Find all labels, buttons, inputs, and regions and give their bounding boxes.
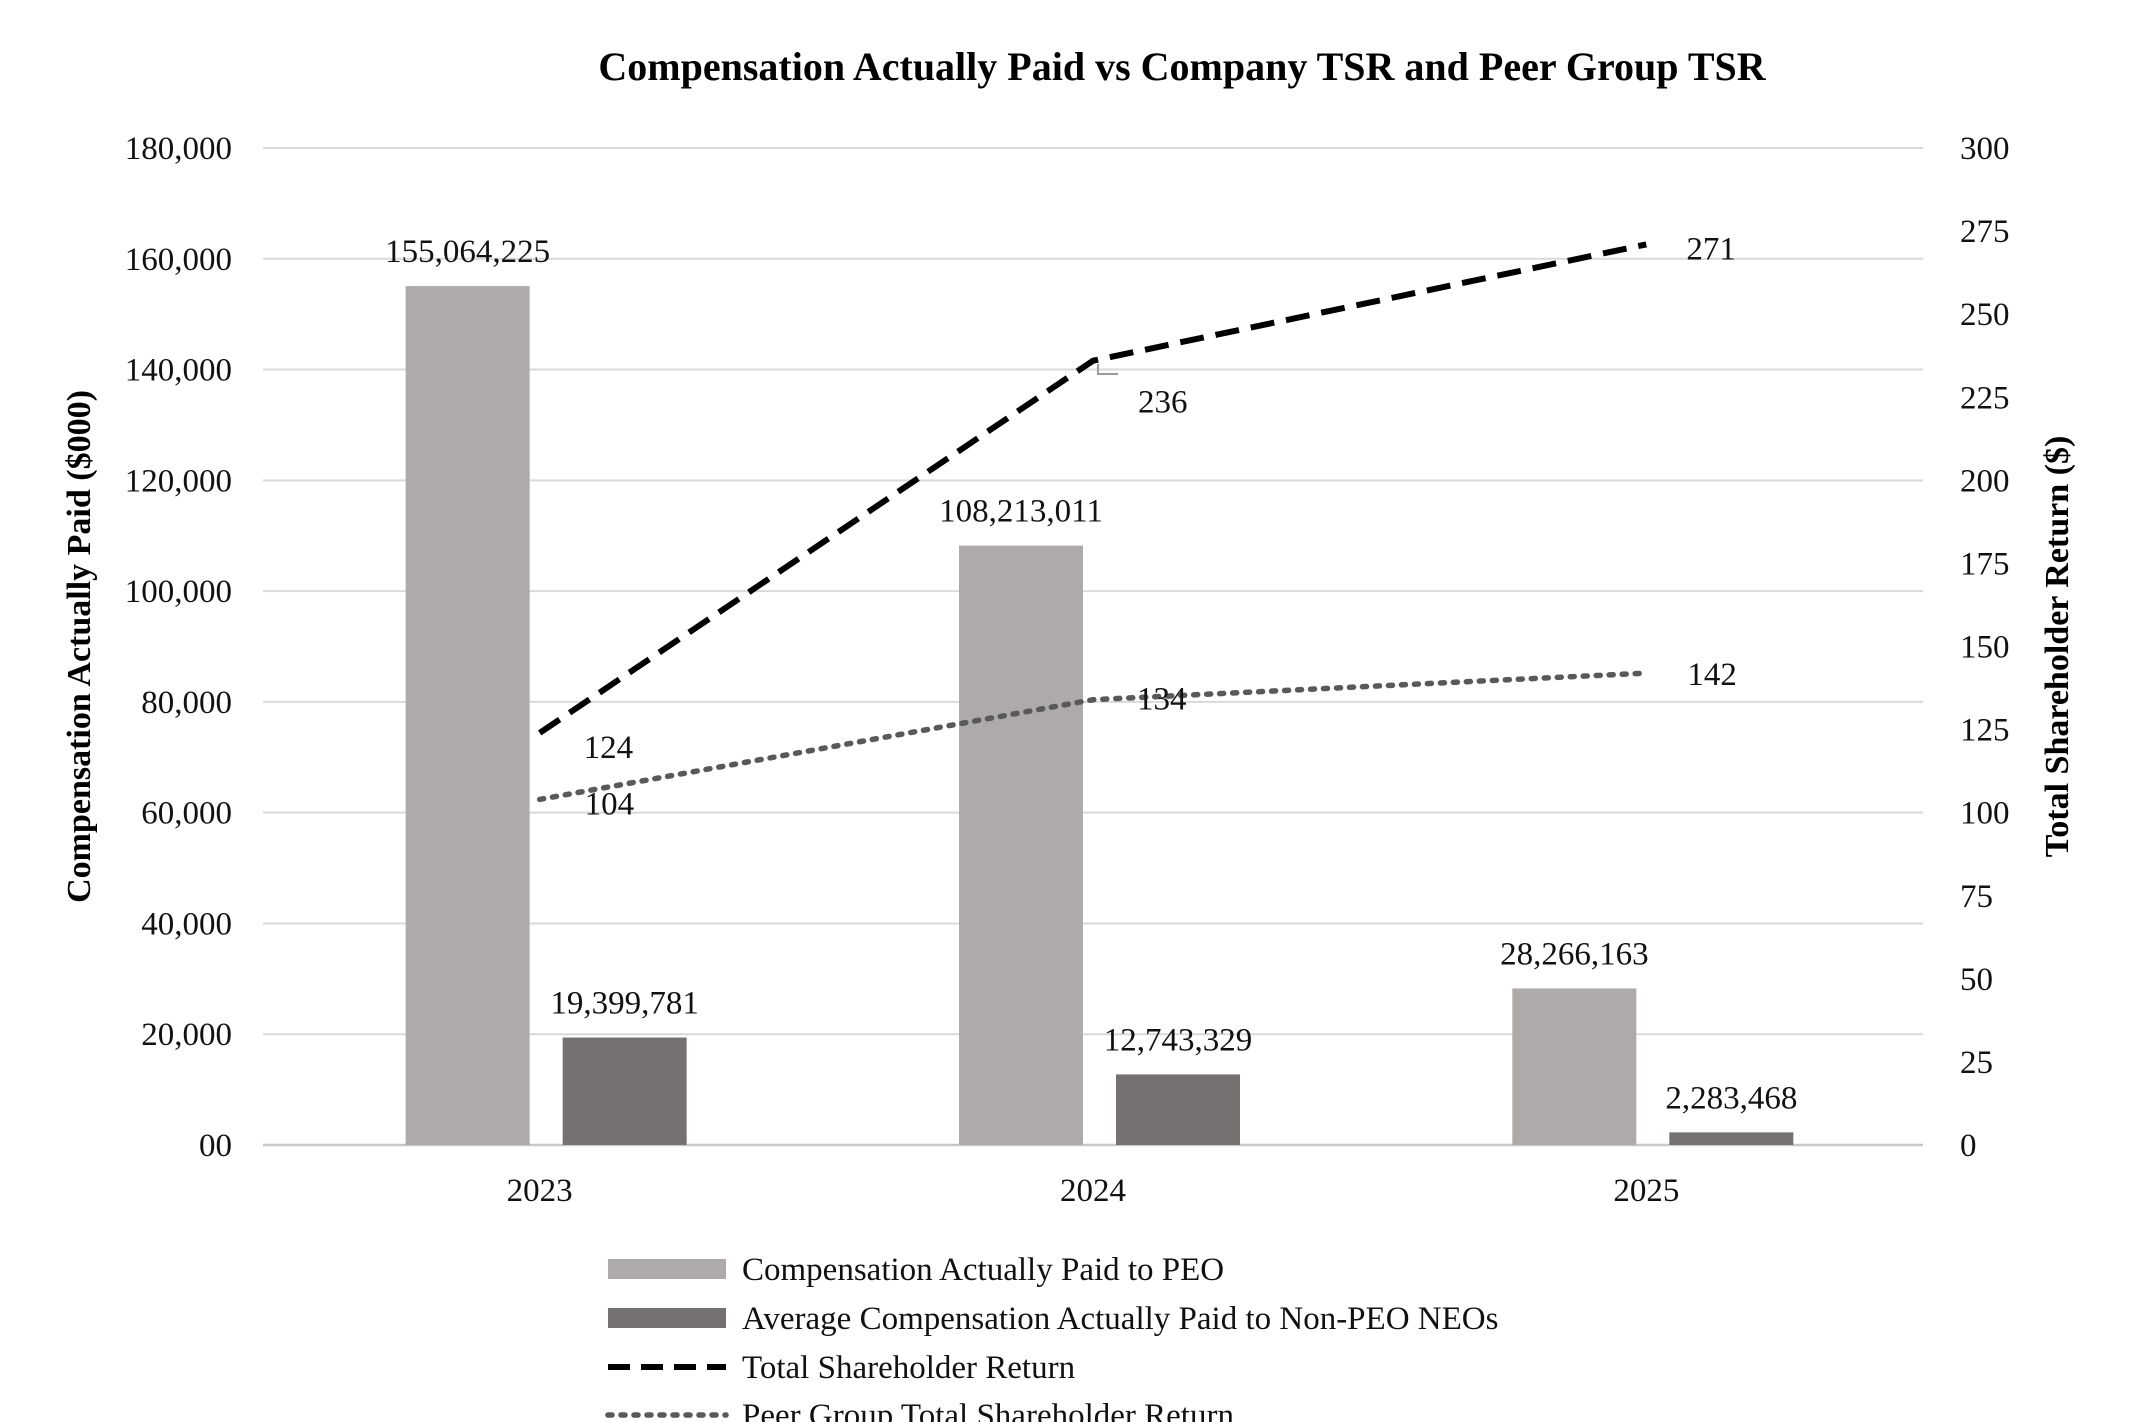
- x-tick-label: 2023: [507, 1173, 573, 1209]
- tsr-data-label: 124: [584, 730, 634, 766]
- y-left-tick-label: 120,000: [125, 463, 232, 499]
- y-right-axis-title: Total Shareholder Return ($): [2039, 436, 2076, 858]
- bar-peo-2024: [959, 545, 1083, 1145]
- bar-non-peo-2025: [1669, 1132, 1794, 1145]
- tsr-label-leader: [1097, 364, 1118, 375]
- y-left-axis-title: Compensation Actually Paid ($000): [61, 390, 98, 903]
- y-right-tick-label: 150: [1960, 630, 2010, 666]
- legend-swatch-0: [608, 1259, 726, 1279]
- peer-tsr-data-label: 142: [1687, 657, 1737, 693]
- bar-data-label: 108,213,011: [939, 494, 1103, 530]
- y-right-tick-label: 25: [1960, 1045, 1993, 1081]
- peer-tsr-data-label: 104: [585, 786, 635, 822]
- y-right-tick-label: 275: [1960, 214, 2010, 250]
- legend-label: Peer Group Total Shareholder Return: [742, 1398, 1234, 1422]
- x-tick-label: 2025: [1613, 1173, 1679, 1209]
- bar-data-label: 2,283,468: [1665, 1080, 1797, 1116]
- bar-data-label: 12,743,329: [1104, 1022, 1253, 1058]
- chart-title: Compensation Actually Paid vs Company TS…: [598, 44, 1766, 89]
- y-right-tick-label: 200: [1960, 463, 2010, 499]
- y-left-tick-label: 80,000: [141, 685, 232, 721]
- bar-data-label: 155,064,225: [385, 234, 550, 270]
- y-left-tick-label: 160,000: [125, 242, 232, 278]
- y-left-tick-label: 60,000: [141, 796, 232, 832]
- peer-tsr-data-label: 134: [1137, 682, 1187, 718]
- bar-non-peo-2023: [562, 1037, 687, 1145]
- y-left-tick-label: 00: [199, 1128, 232, 1164]
- y-right-tick-label: 125: [1960, 713, 2010, 749]
- y-right-tick-label: 100: [1960, 796, 2010, 832]
- tsr-data-label: 236: [1138, 385, 1188, 421]
- bar-non-peo-2024: [1116, 1074, 1240, 1145]
- y-left-tick-label: 180,000: [125, 131, 232, 167]
- y-left-tick-label: 20,000: [141, 1017, 232, 1053]
- y-right-tick-label: 75: [1960, 879, 1993, 915]
- legend-label: Compensation Actually Paid to PEO: [742, 1252, 1224, 1288]
- y-right-tick-label: 225: [1960, 380, 2010, 416]
- x-tick-label: 2024: [1060, 1173, 1126, 1209]
- y-right-tick-label: 300: [1960, 131, 2010, 167]
- bar-peo-2023: [405, 286, 530, 1146]
- bar-data-label: 28,266,163: [1500, 936, 1649, 972]
- tsr-line: [538, 241, 1647, 736]
- y-left-tick-label: 40,000: [141, 906, 232, 942]
- legend-label: Average Compensation Actually Paid to No…: [742, 1301, 1498, 1337]
- y-right-tick-label: 250: [1960, 297, 2010, 333]
- y-right-tick-label: 0: [1960, 1128, 1977, 1164]
- peer-tsr-line: [536, 670, 1650, 803]
- bar-peo-2025: [1512, 988, 1637, 1145]
- legend-label: Total Shareholder Return: [742, 1350, 1075, 1386]
- y-left-tick-label: 100,000: [125, 574, 232, 610]
- bar-data-label: 19,399,781: [550, 986, 699, 1022]
- y-right-tick-label: 175: [1960, 546, 2010, 582]
- y-left-tick-label: 140,000: [125, 353, 232, 389]
- tsr-data-label: 271: [1686, 231, 1736, 267]
- legend-swatch-1: [608, 1308, 726, 1328]
- y-right-tick-label: 50: [1960, 962, 1993, 998]
